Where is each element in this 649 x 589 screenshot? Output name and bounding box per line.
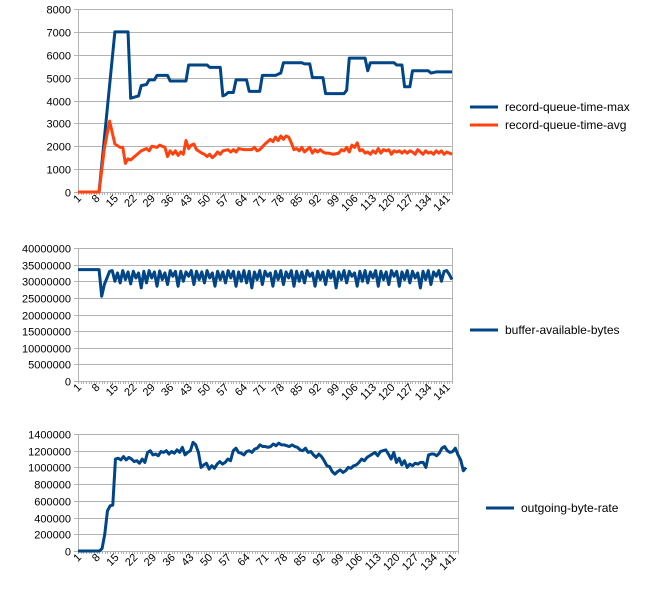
y-tick-label: 20000000 <box>22 311 71 323</box>
x-tick-label: 1 <box>71 382 84 395</box>
y-tick-label: 25000000 <box>22 294 71 306</box>
y-tick-label: 1000000 <box>28 463 71 475</box>
series-line-record-queue-time-avg <box>78 119 453 194</box>
x-tick-label: 92 <box>310 552 327 569</box>
x-tick-label: 127 <box>395 382 416 403</box>
x-tick-label: 134 <box>413 193 434 214</box>
x-tick-label: 113 <box>358 193 379 214</box>
x-tick-label: 15 <box>104 552 121 569</box>
x-tick-label: 64 <box>233 382 250 399</box>
y-tick-label: 40000000 <box>22 244 71 256</box>
x-tick-label: 1 <box>71 193 84 206</box>
legend-label: record-queue-time-avg <box>505 118 626 132</box>
x-tick-label: 113 <box>358 382 379 403</box>
y-tick-label: 200000 <box>34 530 71 542</box>
y-tick-label: 5000000 <box>28 360 71 372</box>
x-tick-label: 29 <box>142 552 159 569</box>
x-tick-label: 113 <box>363 552 384 573</box>
y-tick-label: 30000000 <box>22 277 71 289</box>
x-tick-label: 1 <box>71 552 84 565</box>
y-tick-label: 0 <box>65 547 71 559</box>
x-tick-label: 92 <box>307 382 324 399</box>
y-tick-label: 5000 <box>47 74 71 86</box>
x-tick-label: 36 <box>161 552 178 569</box>
y-tick-label: 10000000 <box>22 344 71 356</box>
x-tick-label: 134 <box>413 382 434 403</box>
x-tick-label: 78 <box>273 552 290 569</box>
y-tick-label: 2000 <box>47 142 71 154</box>
legend-label: buffer-available-bytes <box>505 323 620 337</box>
y-tick-label: 1400000 <box>28 430 71 442</box>
y-tick-label: 400000 <box>34 514 71 526</box>
legend-label: outgoing-byte-rate <box>521 501 619 515</box>
x-tick-label: 43 <box>178 193 195 210</box>
x-tick-label: 43 <box>178 382 195 399</box>
x-tick-label: 141 <box>431 382 452 403</box>
series-line-record-queue-time-max <box>78 30 452 194</box>
x-tick-label: 50 <box>196 193 213 210</box>
x-tick-label: 22 <box>122 382 139 399</box>
x-tick-label: 64 <box>236 552 253 569</box>
series-line-outgoing-byte-rate <box>78 440 468 553</box>
x-tick-label: 15 <box>104 382 121 399</box>
y-tick-label: 3000 <box>47 119 71 131</box>
x-tick-label: 120 <box>376 193 397 214</box>
x-tick-label: 141 <box>431 193 452 214</box>
y-tick-label: 600000 <box>34 497 71 509</box>
y-tick-label: 1000 <box>47 165 71 177</box>
y-tick-label: 7000 <box>47 28 71 40</box>
plot-area <box>78 434 459 552</box>
x-tick-label: 71 <box>251 193 268 210</box>
y-tick-label: 0 <box>65 188 71 200</box>
x-tick-label: 71 <box>254 552 271 569</box>
x-tick-label: 106 <box>344 552 365 573</box>
y-tick-label: 4000 <box>47 97 71 109</box>
x-tick-label: 85 <box>288 193 305 210</box>
x-tick-label: 29 <box>141 382 158 399</box>
chart-3: 0 200000 400000 600000 800000 1000000 1200000 1… <box>28 430 619 574</box>
x-tick-label: 127 <box>400 552 421 573</box>
series-line-buffer-available-bytes <box>78 268 454 298</box>
x-tick-label: 43 <box>179 552 196 569</box>
x-tick-label: 127 <box>395 193 416 214</box>
x-tick-label: 120 <box>376 382 397 403</box>
x-tick-label: 71 <box>251 382 268 399</box>
y-tick-label: 0 <box>65 377 71 389</box>
x-tick-label: 57 <box>217 552 234 569</box>
x-tick-label: 85 <box>292 552 309 569</box>
y-tick-label: 6000 <box>47 51 71 63</box>
x-tick-label: 92 <box>307 193 324 210</box>
x-tick-label: 50 <box>198 552 215 569</box>
y-tick-label: 15000000 <box>22 327 71 339</box>
y-tick-label: 8000 <box>47 5 71 17</box>
legend-label: record-queue-time-max <box>505 100 630 114</box>
y-tick-label: 1200000 <box>28 447 71 459</box>
x-tick-label: 22 <box>123 552 140 569</box>
x-tick-label: 120 <box>381 552 402 573</box>
x-tick-label: 36 <box>159 382 176 399</box>
x-tick-label: 106 <box>339 382 360 403</box>
x-tick-label: 85 <box>288 382 305 399</box>
x-tick-label: 15 <box>104 193 121 210</box>
x-tick-label: 134 <box>419 552 440 573</box>
x-tick-label: 57 <box>214 193 231 210</box>
x-tick-label: 99 <box>329 552 346 569</box>
x-tick-label: 78 <box>270 382 287 399</box>
x-tick-label: 106 <box>339 193 360 214</box>
x-tick-label: 22 <box>122 193 139 210</box>
y-tick-label: 35000000 <box>22 261 71 273</box>
x-tick-label: 29 <box>141 193 158 210</box>
x-tick-label: 64 <box>233 193 250 210</box>
x-tick-label: 78 <box>270 193 287 210</box>
x-tick-label: 57 <box>214 382 231 399</box>
x-tick-label: 50 <box>196 382 213 399</box>
x-tick-label: 141 <box>437 552 458 573</box>
x-tick-label: 8 <box>90 552 103 565</box>
chart-2: 0 5000000 10000000 15000000 20000000 25000000… <box>22 244 619 404</box>
y-tick-label: 800000 <box>34 480 71 492</box>
x-tick-label: 36 <box>159 193 176 210</box>
